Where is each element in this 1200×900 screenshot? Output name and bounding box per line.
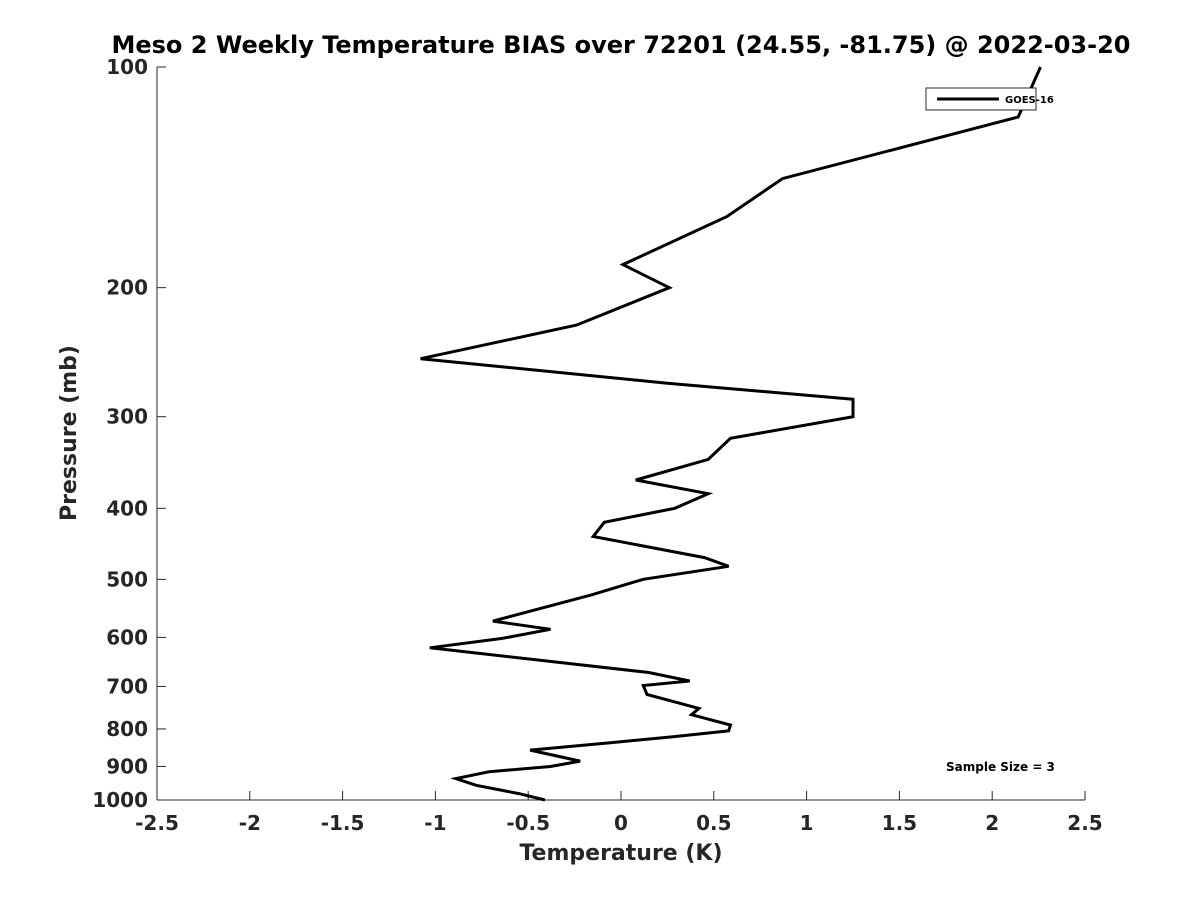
x-tick-label: 1.5 xyxy=(882,811,917,835)
x-axis-ticks: -2.5 -2 -1.5 -1 -0.5 0 0.5 1 1.5 2 2.5 xyxy=(135,791,1103,835)
y-tick-label: 200 xyxy=(106,276,148,300)
legend: GOES-16 xyxy=(925,87,1054,111)
y-tick-label: 400 xyxy=(106,496,148,520)
x-tick-label: -1.5 xyxy=(321,811,365,835)
x-tick-label: -1 xyxy=(424,811,446,835)
plot-area xyxy=(156,67,1085,801)
chart-title: Meso 2 Weekly Temperature BIAS over 7220… xyxy=(111,31,1130,59)
x-tick-label: 2.5 xyxy=(1067,811,1102,835)
series-line-goes-16 xyxy=(420,66,1042,802)
y-tick-label: 900 xyxy=(106,754,148,778)
legend-label-goes-16: GOES-16 xyxy=(1005,95,1054,106)
x-tick-label: -0.5 xyxy=(506,811,550,835)
x-tick-label: 1 xyxy=(800,811,814,835)
y-tick-label: 1000 xyxy=(92,788,148,812)
y-tick-label: 600 xyxy=(106,625,148,649)
y-tick-label: 300 xyxy=(106,405,148,429)
x-tick-label: -2 xyxy=(239,811,261,835)
y-tick-label: 500 xyxy=(106,567,148,591)
x-axis-label: Temperature (K) xyxy=(519,841,722,866)
y-axis-label: Pressure (mb) xyxy=(57,345,82,521)
y-tick-label: 700 xyxy=(106,674,148,698)
sample-size-annotation: Sample Size = 3 xyxy=(946,760,1055,774)
x-tick-label: -2.5 xyxy=(135,811,179,835)
x-tick-label: 0.5 xyxy=(696,811,731,835)
x-tick-label: 0 xyxy=(614,811,628,835)
x-tick-label: 2 xyxy=(985,811,999,835)
y-axis-ticks: 100 200 300 400 500 600 700 800 900 1000 xyxy=(92,55,166,812)
y-tick-label: 100 xyxy=(106,55,148,79)
y-tick-label: 800 xyxy=(106,717,148,741)
